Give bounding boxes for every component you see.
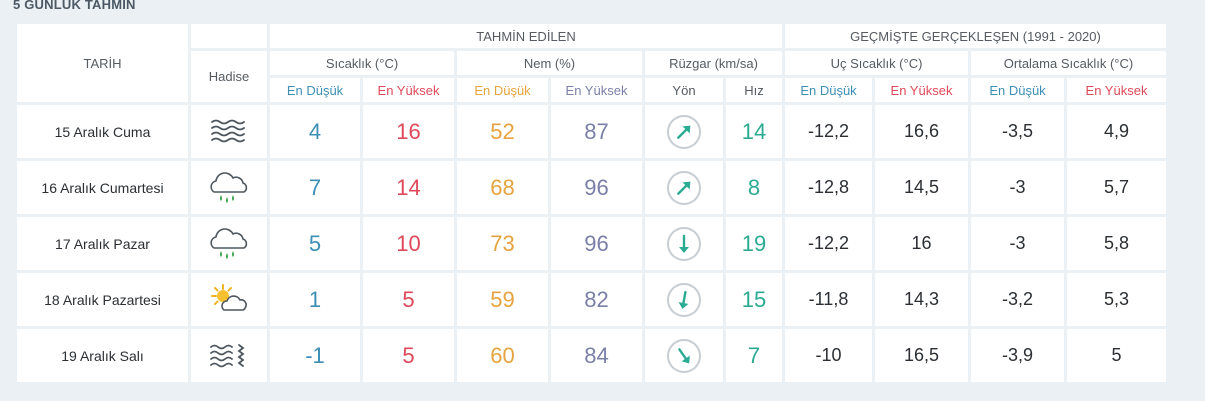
table-row: 15 Aralık Cuma 4 16 52 87 14 -12,2 16,6 … — [17, 105, 1166, 158]
ext-low-cell: -12,2 — [785, 105, 872, 158]
ext-high-cell: 14,3 — [875, 273, 968, 326]
avg-low-cell: -3 — [971, 217, 1064, 270]
wind-speed-cell: 19 — [726, 217, 782, 270]
wind-direction-cell — [645, 329, 723, 382]
wind-arrow-icon — [667, 114, 701, 149]
wind-speed-cell: 15 — [726, 273, 782, 326]
avg-high-cell: 5 — [1067, 329, 1166, 382]
temp-high-cell: 14 — [363, 161, 454, 214]
cloud-rain-icon — [191, 161, 267, 214]
ext-high-cell: 16 — [875, 217, 968, 270]
wind-arrow-icon — [667, 282, 701, 317]
date-cell: 15 Aralık Cuma — [17, 105, 188, 158]
ext-high-header: En Yüksek — [875, 78, 968, 102]
wind-direction-cell — [645, 217, 723, 270]
date-cell: 18 Aralık Pazartesi — [17, 273, 188, 326]
avg-low-cell: -3 — [971, 161, 1064, 214]
wind-arrow-svg — [678, 290, 689, 309]
partly-sunny-icon — [191, 273, 267, 326]
table-row: 19 Aralık Salı -1 5 60 84 7 -10 16,5 -3,… — [17, 329, 1166, 382]
date-cell: 17 Aralık Pazar — [17, 217, 188, 270]
hum-low-cell: 73 — [457, 217, 548, 270]
temp-low-header: En Düşük — [270, 78, 360, 102]
avg-high-cell: 5,7 — [1067, 161, 1166, 214]
temp-low-cell: 4 — [270, 105, 360, 158]
header-spacer — [191, 24, 267, 48]
hum-high-cell: 96 — [551, 217, 642, 270]
date-header: TARİH — [17, 24, 188, 102]
temp-high-cell: 10 — [363, 217, 454, 270]
fog-wind-icon — [191, 329, 267, 382]
wind-header: Rüzgar (km/sa) — [645, 51, 782, 75]
avg-low-header: En Düşük — [971, 78, 1064, 102]
temp-low-cell: 7 — [270, 161, 360, 214]
wind-speed-cell: 7 — [726, 329, 782, 382]
forecast-table: TARİH TAHMİN EDİLEN GEÇMİŞTE GERÇEKLEŞEN… — [14, 21, 1169, 385]
date-cell: 19 Aralık Salı — [17, 329, 188, 382]
avg-high-cell: 5,3 — [1067, 273, 1166, 326]
temp-low-cell: 1 — [270, 273, 360, 326]
wind-arrow-svg — [677, 181, 691, 195]
past-group-header: GEÇMİŞTE GERÇEKLEŞEN (1991 - 2020) — [785, 24, 1166, 48]
temp-high-header: En Yüksek — [363, 78, 454, 102]
ext-low-cell: -11,8 — [785, 273, 872, 326]
hum-low-cell: 60 — [457, 329, 548, 382]
wind-direction-cell — [645, 161, 723, 214]
fog-icon — [191, 105, 267, 158]
hum-high-cell: 84 — [551, 329, 642, 382]
wind-arrow-svg — [677, 125, 691, 139]
wind-speed-cell: 14 — [726, 105, 782, 158]
temp-high-cell: 5 — [363, 273, 454, 326]
wind-direction-header: Yön — [645, 78, 723, 102]
ext-low-cell: -12,8 — [785, 161, 872, 214]
cloud-rain-icon — [191, 217, 267, 270]
wind-arrow-icon — [667, 170, 701, 205]
avg-low-cell: -3,9 — [971, 329, 1064, 382]
ext-low-cell: -10 — [785, 329, 872, 382]
date-cell: 16 Aralık Cumartesi — [17, 161, 188, 214]
section-title: 5 GÜNLÜK TAHMİN — [13, 0, 136, 12]
extreme-temp-header: Uç Sıcaklık (°C) — [785, 51, 968, 75]
ext-low-header: En Düşük — [785, 78, 872, 102]
temp-low-cell: 5 — [270, 217, 360, 270]
temp-low-cell: -1 — [270, 329, 360, 382]
wind-direction-cell — [645, 273, 723, 326]
avg-high-cell: 5,8 — [1067, 217, 1166, 270]
wind-arrow-icon — [667, 226, 701, 261]
wind-direction-cell — [645, 105, 723, 158]
avg-high-cell: 4,9 — [1067, 105, 1166, 158]
event-header: Hadise — [191, 51, 267, 102]
hum-high-cell: 96 — [551, 161, 642, 214]
hum-low-cell: 68 — [457, 161, 548, 214]
ext-high-cell: 16,6 — [875, 105, 968, 158]
table-row: 17 Aralık Pazar 5 10 73 96 19 -12,2 16 -… — [17, 217, 1166, 270]
temp-high-cell: 16 — [363, 105, 454, 158]
wind-arrow-icon — [667, 338, 701, 373]
hum-low-cell: 59 — [457, 273, 548, 326]
ext-low-cell: -12,2 — [785, 217, 872, 270]
hum-high-cell: 82 — [551, 273, 642, 326]
hum-high-cell: 87 — [551, 105, 642, 158]
hum-low-header: En Düşük — [457, 78, 548, 102]
avg-low-cell: -3,2 — [971, 273, 1064, 326]
wind-arrow-svg — [679, 234, 689, 253]
hum-low-cell: 52 — [457, 105, 548, 158]
ext-high-cell: 16,5 — [875, 329, 968, 382]
forecast-group-header: TAHMİN EDİLEN — [270, 24, 782, 48]
temperature-header: Sıcaklık (°C) — [270, 51, 454, 75]
wind-speed-cell: 8 — [726, 161, 782, 214]
avg-high-header: En Yüksek — [1067, 78, 1166, 102]
humidity-header: Nem (%) — [457, 51, 642, 75]
hum-high-header: En Yüksek — [551, 78, 642, 102]
temp-high-cell: 5 — [363, 329, 454, 382]
avg-low-cell: -3,5 — [971, 105, 1064, 158]
ext-high-cell: 14,5 — [875, 161, 968, 214]
table-row: 18 Aralık Pazartesi 1 5 59 82 15 -11,8 1… — [17, 273, 1166, 326]
table-row: 16 Aralık Cumartesi 7 14 68 96 8 -12,8 1… — [17, 161, 1166, 214]
avg-temp-header: Ortalama Sıcaklık (°C) — [971, 51, 1166, 75]
wind-arrow-svg — [678, 347, 690, 363]
wind-speed-header: Hız — [726, 78, 782, 102]
